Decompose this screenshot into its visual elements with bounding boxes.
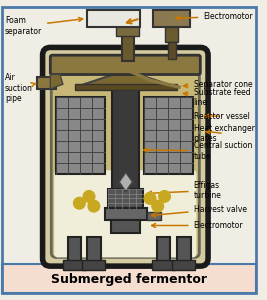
Polygon shape [50,74,63,89]
Bar [87,237,101,264]
Circle shape [73,197,85,209]
Bar [122,34,134,61]
Bar [104,208,147,220]
Text: Foam
separator: Foam separator [5,16,83,36]
Text: Harvest valve: Harvest valve [152,205,246,217]
Bar [111,220,140,233]
Polygon shape [76,74,177,87]
Circle shape [152,200,164,212]
Circle shape [88,200,100,212]
FancyBboxPatch shape [54,170,197,257]
Text: Reactor vessel: Reactor vessel [194,112,249,121]
FancyBboxPatch shape [2,264,256,293]
Bar [112,87,139,189]
Circle shape [83,190,95,202]
Bar [76,84,177,90]
Circle shape [144,193,156,204]
FancyBboxPatch shape [42,47,208,266]
Text: Electromotor: Electromotor [176,12,253,21]
Text: Separator cone: Separator cone [183,80,252,89]
Bar [168,42,176,59]
Bar [108,189,143,208]
Text: Air
suction
pipe: Air suction pipe [5,73,36,103]
Bar [144,97,193,174]
Text: Substrate feed
line: Substrate feed line [183,88,250,107]
Bar [116,24,139,36]
Bar [56,97,104,174]
Bar [172,260,195,270]
FancyBboxPatch shape [50,55,200,74]
Bar [152,260,175,270]
FancyBboxPatch shape [51,56,199,257]
Bar [153,10,190,27]
Bar [164,27,178,42]
Text: Effigas
turbine: Effigas turbine [148,181,221,200]
Polygon shape [119,172,133,192]
Bar [68,237,81,264]
Bar [147,212,161,220]
Bar [177,237,191,264]
Bar [82,260,105,270]
Text: Heat exchanger
plates: Heat exchanger plates [194,124,254,143]
Text: Central suction
tube: Central suction tube [144,141,252,161]
Bar [87,10,140,27]
Bar [37,77,56,89]
Text: Submerged fermentor: Submerged fermentor [51,273,207,286]
Text: Electromotor: Electromotor [152,221,243,230]
Bar [157,237,170,264]
Bar [63,260,86,270]
Circle shape [159,190,170,202]
